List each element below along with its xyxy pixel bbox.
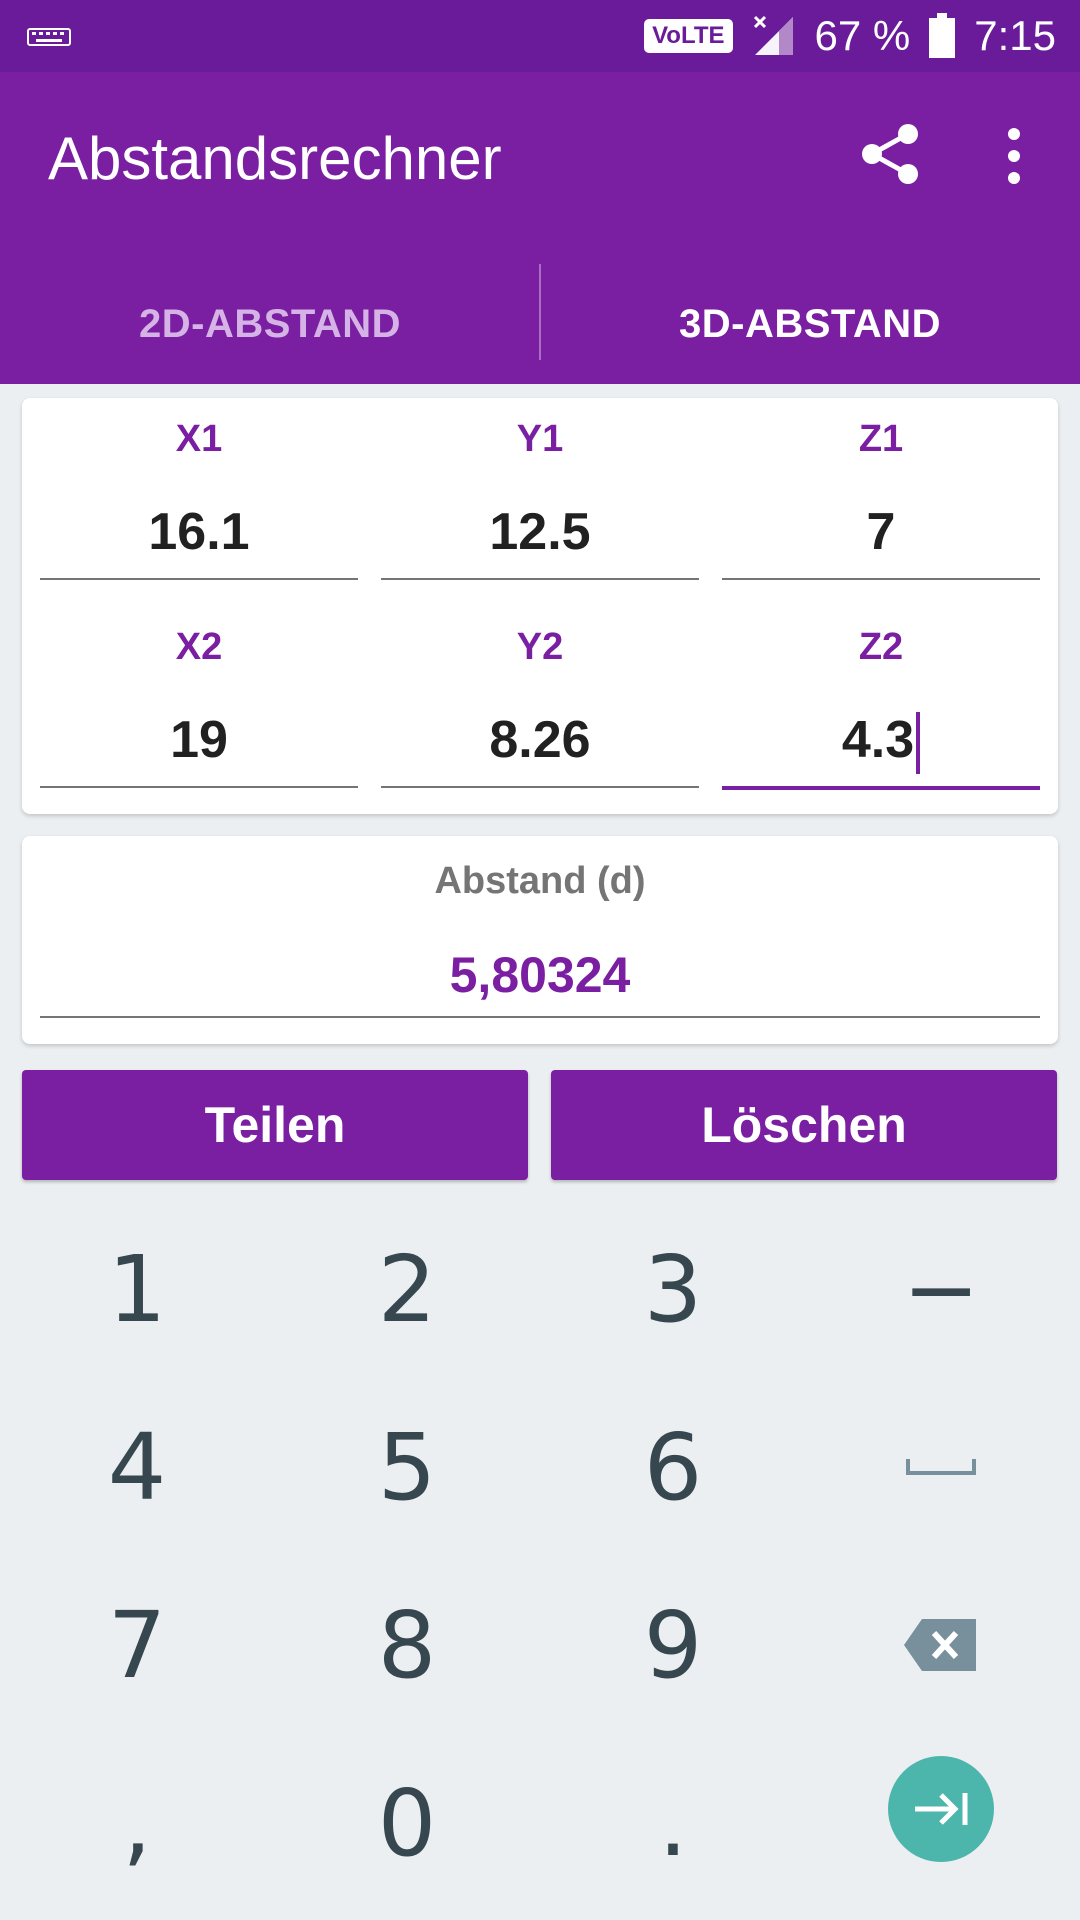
y2-field: Y2 8.26 <box>381 622 699 788</box>
key-1[interactable]: 1 <box>107 1235 167 1343</box>
text-cursor <box>916 712 921 775</box>
status-bar: VoLTE 67 % 7:15 <box>0 0 1080 72</box>
key-8[interactable]: 8 <box>377 1591 437 1699</box>
x1-input[interactable]: 16.1 <box>148 503 250 561</box>
x2-label: X2 <box>175 626 223 668</box>
coordinates-card: X1 16.1 Y1 12.5 Z1 7 X2 19 Y2 8.26 Z2 4.… <box>22 398 1058 814</box>
y1-label: Y1 <box>516 418 564 460</box>
numeric-keyboard: 1 2 3 − 4 5 6 7 8 9 , 0 . <box>0 1200 1080 1920</box>
y1-underline <box>381 578 699 580</box>
x1-field: X1 16.1 <box>40 414 358 580</box>
result-value: 5,80324 <box>449 947 631 1003</box>
x1-label: X1 <box>175 418 223 460</box>
z1-input[interactable]: 7 <box>866 503 896 561</box>
x2-input[interactable]: 19 <box>170 711 228 769</box>
app-title: Abstandsrechner <box>48 125 502 192</box>
z2-field: Z2 4.3 <box>722 622 1040 790</box>
z2-value: 4.3 <box>841 711 915 769</box>
battery-icon <box>929 13 956 58</box>
tab-divider <box>539 264 541 360</box>
keyboard-icon <box>27 28 71 46</box>
result-underline <box>40 1016 1040 1018</box>
z2-underline <box>722 786 1040 790</box>
backspace-icon <box>904 1619 976 1671</box>
tab-3d-distance[interactable]: 3D-ABSTAND <box>678 301 942 346</box>
z2-label: Z2 <box>858 626 904 668</box>
z2-input[interactable]: 4.3 <box>722 708 1040 775</box>
z1-field: Z1 7 <box>722 414 1040 580</box>
next-field-button[interactable] <box>888 1756 994 1862</box>
key-9[interactable]: 9 <box>643 1591 703 1699</box>
key-4[interactable]: 4 <box>107 1413 167 1521</box>
key-2[interactable]: 2 <box>377 1235 437 1343</box>
app-bar: Abstandsrechner 2D-ABSTAND 3D-ABSTAND <box>0 72 1080 384</box>
clock: 7:15 <box>974 12 1056 59</box>
x1-underline <box>40 578 358 580</box>
x2-underline <box>40 786 358 788</box>
key-7[interactable]: 7 <box>107 1591 167 1699</box>
key-next[interactable] <box>806 1720 1076 1898</box>
key-3[interactable]: 3 <box>643 1235 703 1343</box>
z1-label: Z1 <box>858 418 904 460</box>
battery-percent: 67 % <box>814 12 911 59</box>
y1-field: Y1 12.5 <box>381 414 699 580</box>
y2-underline <box>381 786 699 788</box>
tab-2d-distance[interactable]: 2D-ABSTAND <box>138 301 402 346</box>
more-options-icon[interactable] <box>994 124 1034 188</box>
y1-input[interactable]: 12.5 <box>489 503 591 561</box>
result-label: Abstand (d) <box>434 860 646 902</box>
tab-bar: 2D-ABSTAND 3D-ABSTAND <box>0 264 1080 384</box>
z1-underline <box>722 578 1040 580</box>
key-space[interactable] <box>806 1378 1076 1556</box>
key-backspace[interactable] <box>806 1556 1076 1734</box>
result-card: Abstand (d) 5,80324 <box>22 836 1058 1044</box>
key-0[interactable]: 0 <box>377 1769 437 1877</box>
x2-field: X2 19 <box>40 622 358 788</box>
key-5[interactable]: 5 <box>377 1413 437 1521</box>
share-icon[interactable] <box>858 122 922 186</box>
key-6[interactable]: 6 <box>643 1413 703 1521</box>
y2-input[interactable]: 8.26 <box>489 711 591 769</box>
key-minus[interactable]: − <box>902 1235 980 1343</box>
key-period[interactable]: . <box>658 1769 688 1877</box>
y2-label: Y2 <box>516 626 564 668</box>
next-field-icon <box>915 1793 968 1825</box>
share-button[interactable]: Teilen <box>22 1070 528 1180</box>
volte-badge: VoLTE <box>644 19 733 53</box>
signal-icon <box>753 15 793 55</box>
space-icon <box>906 1459 976 1475</box>
clear-button[interactable]: Löschen <box>551 1070 1057 1180</box>
key-comma[interactable]: , <box>122 1769 152 1877</box>
